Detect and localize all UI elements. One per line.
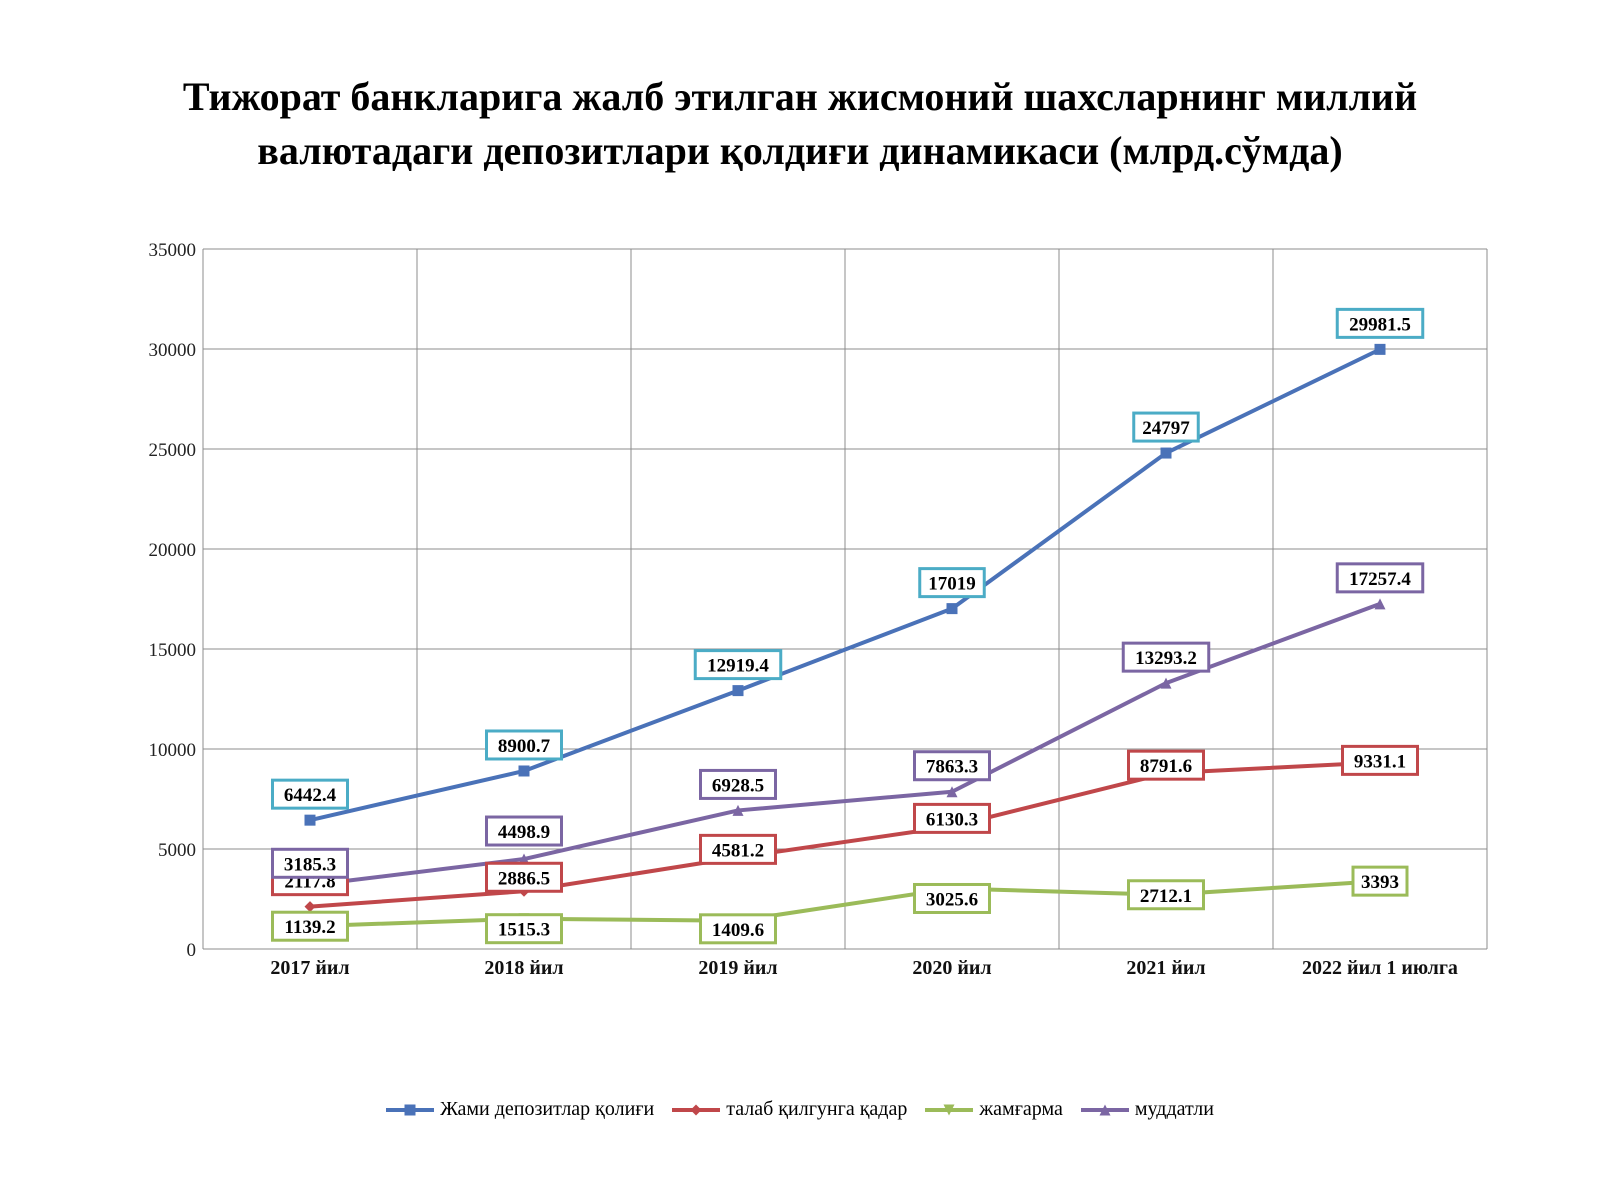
series-0-data-label-2: 12919.4 xyxy=(707,656,769,677)
series-3-label-box-5 xyxy=(1335,562,1425,594)
x-category-label-1: 2018 йил xyxy=(484,957,563,979)
series-1-label-box-4 xyxy=(1127,749,1205,781)
series-2-data-label-0: 1139.2 xyxy=(284,917,335,938)
series-3-data-label-1: 4498.9 xyxy=(498,822,550,843)
legend-item-1: талаб қилгунга қадар xyxy=(672,1098,907,1121)
y-tick-label-0: 0 xyxy=(187,940,197,961)
series-0-data-label-1: 8900.7 xyxy=(498,736,551,757)
series-3-data-label-4: 13293.2 xyxy=(1135,648,1197,669)
series-3-label-box-2 xyxy=(699,768,777,800)
series-1-label-box-1 xyxy=(485,861,563,893)
series-3-marker-2 xyxy=(732,804,744,816)
chart-title-line-1: Тижорат банкларига жалб этилган жисмоний… xyxy=(182,74,1418,119)
series-2-data-label-4: 2712.1 xyxy=(1140,886,1192,907)
series-2-label-box-1 xyxy=(485,913,563,945)
y-tick-label-15000: 15000 xyxy=(149,640,197,661)
x-axis-categories: 2017 йил 2018 йил 2019 йил 2020 йил 2021 йил… xyxy=(270,957,1458,979)
series-0-label-box-5 xyxy=(1335,307,1425,339)
legend-marker-2 xyxy=(943,1104,955,1115)
y-tick-label-20000: 20000 xyxy=(149,540,197,561)
series-0-label-box-3 xyxy=(918,567,986,599)
series-0-marker-2 xyxy=(732,685,744,697)
legend-label-0: Жами депозитлар қолиғи xyxy=(440,1098,655,1120)
legend-marker-3 xyxy=(1099,1104,1111,1115)
legend-label-3: муддатли xyxy=(1134,1098,1214,1120)
x-category-label-4: 2021 йил xyxy=(1126,957,1205,979)
legend-marker-0 xyxy=(404,1104,416,1115)
series-2-data-label-2: 1409.6 xyxy=(712,920,764,941)
series-line-0 xyxy=(309,347,1381,823)
legend-swatch-0 xyxy=(386,1104,435,1115)
series-1-label-box-3 xyxy=(913,802,991,834)
x-category-label-3: 2020 йил xyxy=(912,957,991,979)
y-tick-label-30000: 30000 xyxy=(149,340,197,361)
legend-swatch-3 xyxy=(1080,1104,1129,1115)
series-0-marker-5 xyxy=(1374,343,1386,355)
legend-label-1: талаб қилгунга қадар xyxy=(726,1098,908,1120)
data-labels: 6442.48900.712919.4170192479729981.52117… xyxy=(271,307,1425,945)
series-3-label-box-4 xyxy=(1121,641,1211,673)
series-1-data-label-5: 9331.1 xyxy=(1354,751,1406,772)
x-category-label-5: 2022 йил 1 июлга xyxy=(1302,957,1458,979)
series-1-label-box-5 xyxy=(1341,744,1419,776)
series-3-label-box-0 xyxy=(271,847,349,879)
series-2-label-box-5 xyxy=(1351,865,1409,897)
series-0-marker-3 xyxy=(946,603,958,615)
legend-swatch-1 xyxy=(672,1104,721,1115)
chart-title-line-2: валютадаги депозитлари қолдиғи динамикас… xyxy=(257,128,1343,173)
series-1-data-label-3: 6130.3 xyxy=(926,809,978,830)
series-0-marker-4 xyxy=(1160,447,1172,459)
series-2-label-box-2 xyxy=(699,913,777,945)
series-0-label-box-4 xyxy=(1132,411,1200,443)
series-0-data-label-5: 29981.5 xyxy=(1349,314,1411,335)
series-0-data-label-3: 17019 xyxy=(928,574,976,595)
series-3-label-box-1 xyxy=(485,815,563,847)
series-2-data-label-5: 3393 xyxy=(1361,872,1399,893)
legend-item-3: муддатли xyxy=(1080,1098,1214,1121)
series-1-label-box-2 xyxy=(699,833,777,865)
legend-item-2: жамғарма xyxy=(925,1098,1063,1121)
y-tick-label-5000: 5000 xyxy=(158,840,196,861)
series-1-data-label-2: 4581.2 xyxy=(712,840,764,861)
series-3-data-label-3: 7863.3 xyxy=(926,757,978,778)
series-3-marker-5 xyxy=(1374,598,1386,610)
series-2-label-box-4 xyxy=(1127,879,1205,911)
series-0-label-box-1 xyxy=(485,729,563,761)
series-0-data-label-4: 24797 xyxy=(1142,418,1190,439)
series-2-label-box-0 xyxy=(271,910,349,942)
series-0-marker-0 xyxy=(304,814,316,826)
legend: Жами депозитлар қолиғи талаб қилгунга қад… xyxy=(0,1098,1600,1121)
chart-grid xyxy=(202,248,1488,950)
series-3-label-box-3 xyxy=(913,750,991,782)
legend-item-0: Жами депозитлар қолиғи xyxy=(386,1098,654,1121)
series-3-data-label-5: 17257.4 xyxy=(1349,569,1411,590)
series-0-label-box-0 xyxy=(271,778,349,810)
series-1-marker-0 xyxy=(304,901,316,913)
series-2-data-label-1: 1515.3 xyxy=(498,920,550,941)
y-tick-label-35000: 35000 xyxy=(149,240,197,261)
series-3-data-label-2: 6928.5 xyxy=(712,775,764,796)
series-2-data-label-3: 3025.6 xyxy=(926,889,978,910)
y-axis-ticks: 0 5000 10000 15000 20000 25000 30000 35000 xyxy=(149,240,197,961)
x-category-label-2: 2019 йил xyxy=(698,957,777,979)
series-0-marker-1 xyxy=(518,765,530,777)
x-category-label-0: 2017 йил xyxy=(270,957,349,979)
y-tick-label-10000: 10000 xyxy=(149,740,197,761)
series-1-data-label-1: 2886.5 xyxy=(498,868,550,889)
series-0-label-box-2 xyxy=(693,649,783,681)
series-0-data-label-0: 6442.4 xyxy=(284,785,337,806)
legend-label-2: жамғарма xyxy=(979,1098,1063,1120)
legend-swatch-2 xyxy=(925,1104,974,1115)
series-3-marker-4 xyxy=(1160,677,1172,689)
chart-title: Тижорат банкларига жалб этилган жисмоний… xyxy=(60,70,1540,178)
series-3-data-label-0: 3185.3 xyxy=(284,854,336,875)
series-3-marker-3 xyxy=(946,786,958,798)
legend-marker-1 xyxy=(690,1104,702,1115)
series-1-data-label-4: 8791.6 xyxy=(1140,756,1192,777)
y-tick-label-25000: 25000 xyxy=(149,440,197,461)
series-2-label-box-3 xyxy=(913,882,991,914)
